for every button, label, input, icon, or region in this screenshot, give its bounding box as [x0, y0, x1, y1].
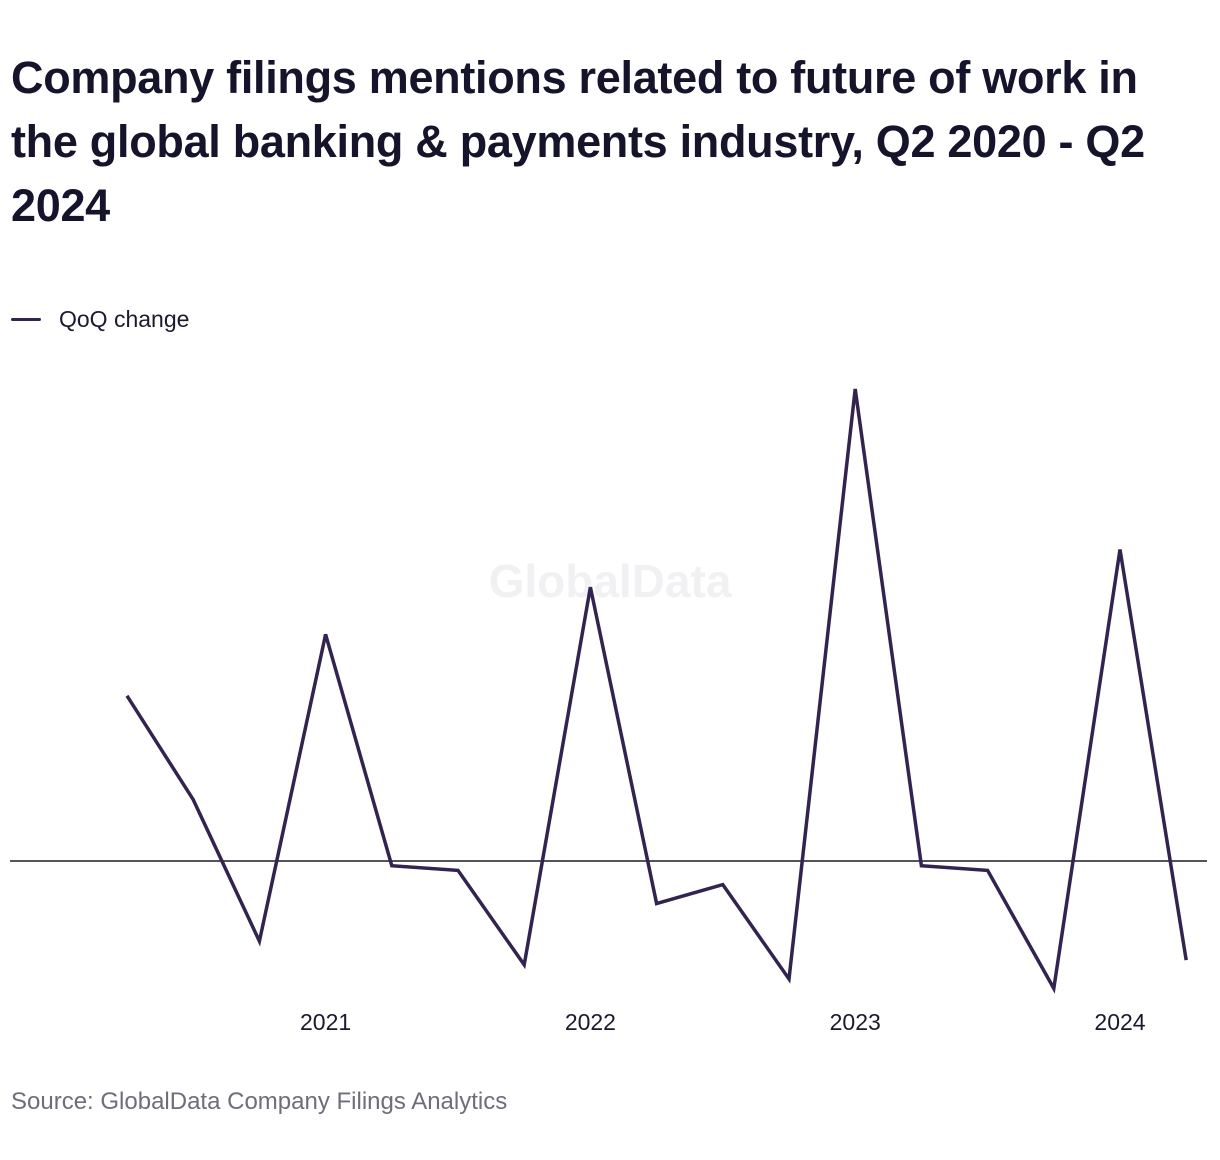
x-tick-label-2023: 2023	[830, 1009, 881, 1035]
legend-swatch-qoq-change	[11, 318, 41, 321]
data-point-q3-2020[interactable]	[187, 794, 199, 806]
source-note: Source: GlobalData Company Filings Analy…	[11, 1088, 508, 1115]
data-point-q3-2023[interactable]	[982, 864, 994, 876]
data-point-q2-2023[interactable]	[915, 860, 927, 872]
data-point-q3-2022[interactable]	[717, 879, 729, 891]
data-point-q4-2020[interactable]	[253, 935, 265, 947]
data-point-q1-2021[interactable]	[320, 628, 332, 640]
data-point-q2-2024[interactable]	[1180, 954, 1192, 966]
data-point-q4-2021[interactable]	[518, 959, 530, 971]
chart-title: Company filings mentions related to futu…	[11, 52, 1145, 231]
data-point-q1-2022[interactable]	[584, 581, 596, 593]
data-point-q3-2021[interactable]	[452, 864, 464, 876]
data-point-q1-2024[interactable]	[1114, 544, 1126, 556]
x-tick-label-2021: 2021	[300, 1009, 351, 1035]
data-point-q4-2023[interactable]	[1048, 982, 1060, 994]
x-tick-label-2024: 2024	[1094, 1009, 1145, 1035]
data-point-q2-2021[interactable]	[386, 860, 398, 872]
x-tick-label-2022: 2022	[565, 1009, 616, 1035]
data-point-q4-2022[interactable]	[783, 973, 795, 985]
data-point-q1-2023[interactable]	[849, 383, 861, 395]
watermark: GlobalData	[489, 555, 732, 607]
legend: QoQ change	[11, 306, 189, 333]
series-line-qoq-change	[125, 388, 1188, 994]
data-point-q2-2020[interactable]	[121, 690, 133, 702]
data-point-q2-2022[interactable]	[651, 898, 663, 910]
legend-label-qoq-change: QoQ change	[59, 306, 190, 332]
